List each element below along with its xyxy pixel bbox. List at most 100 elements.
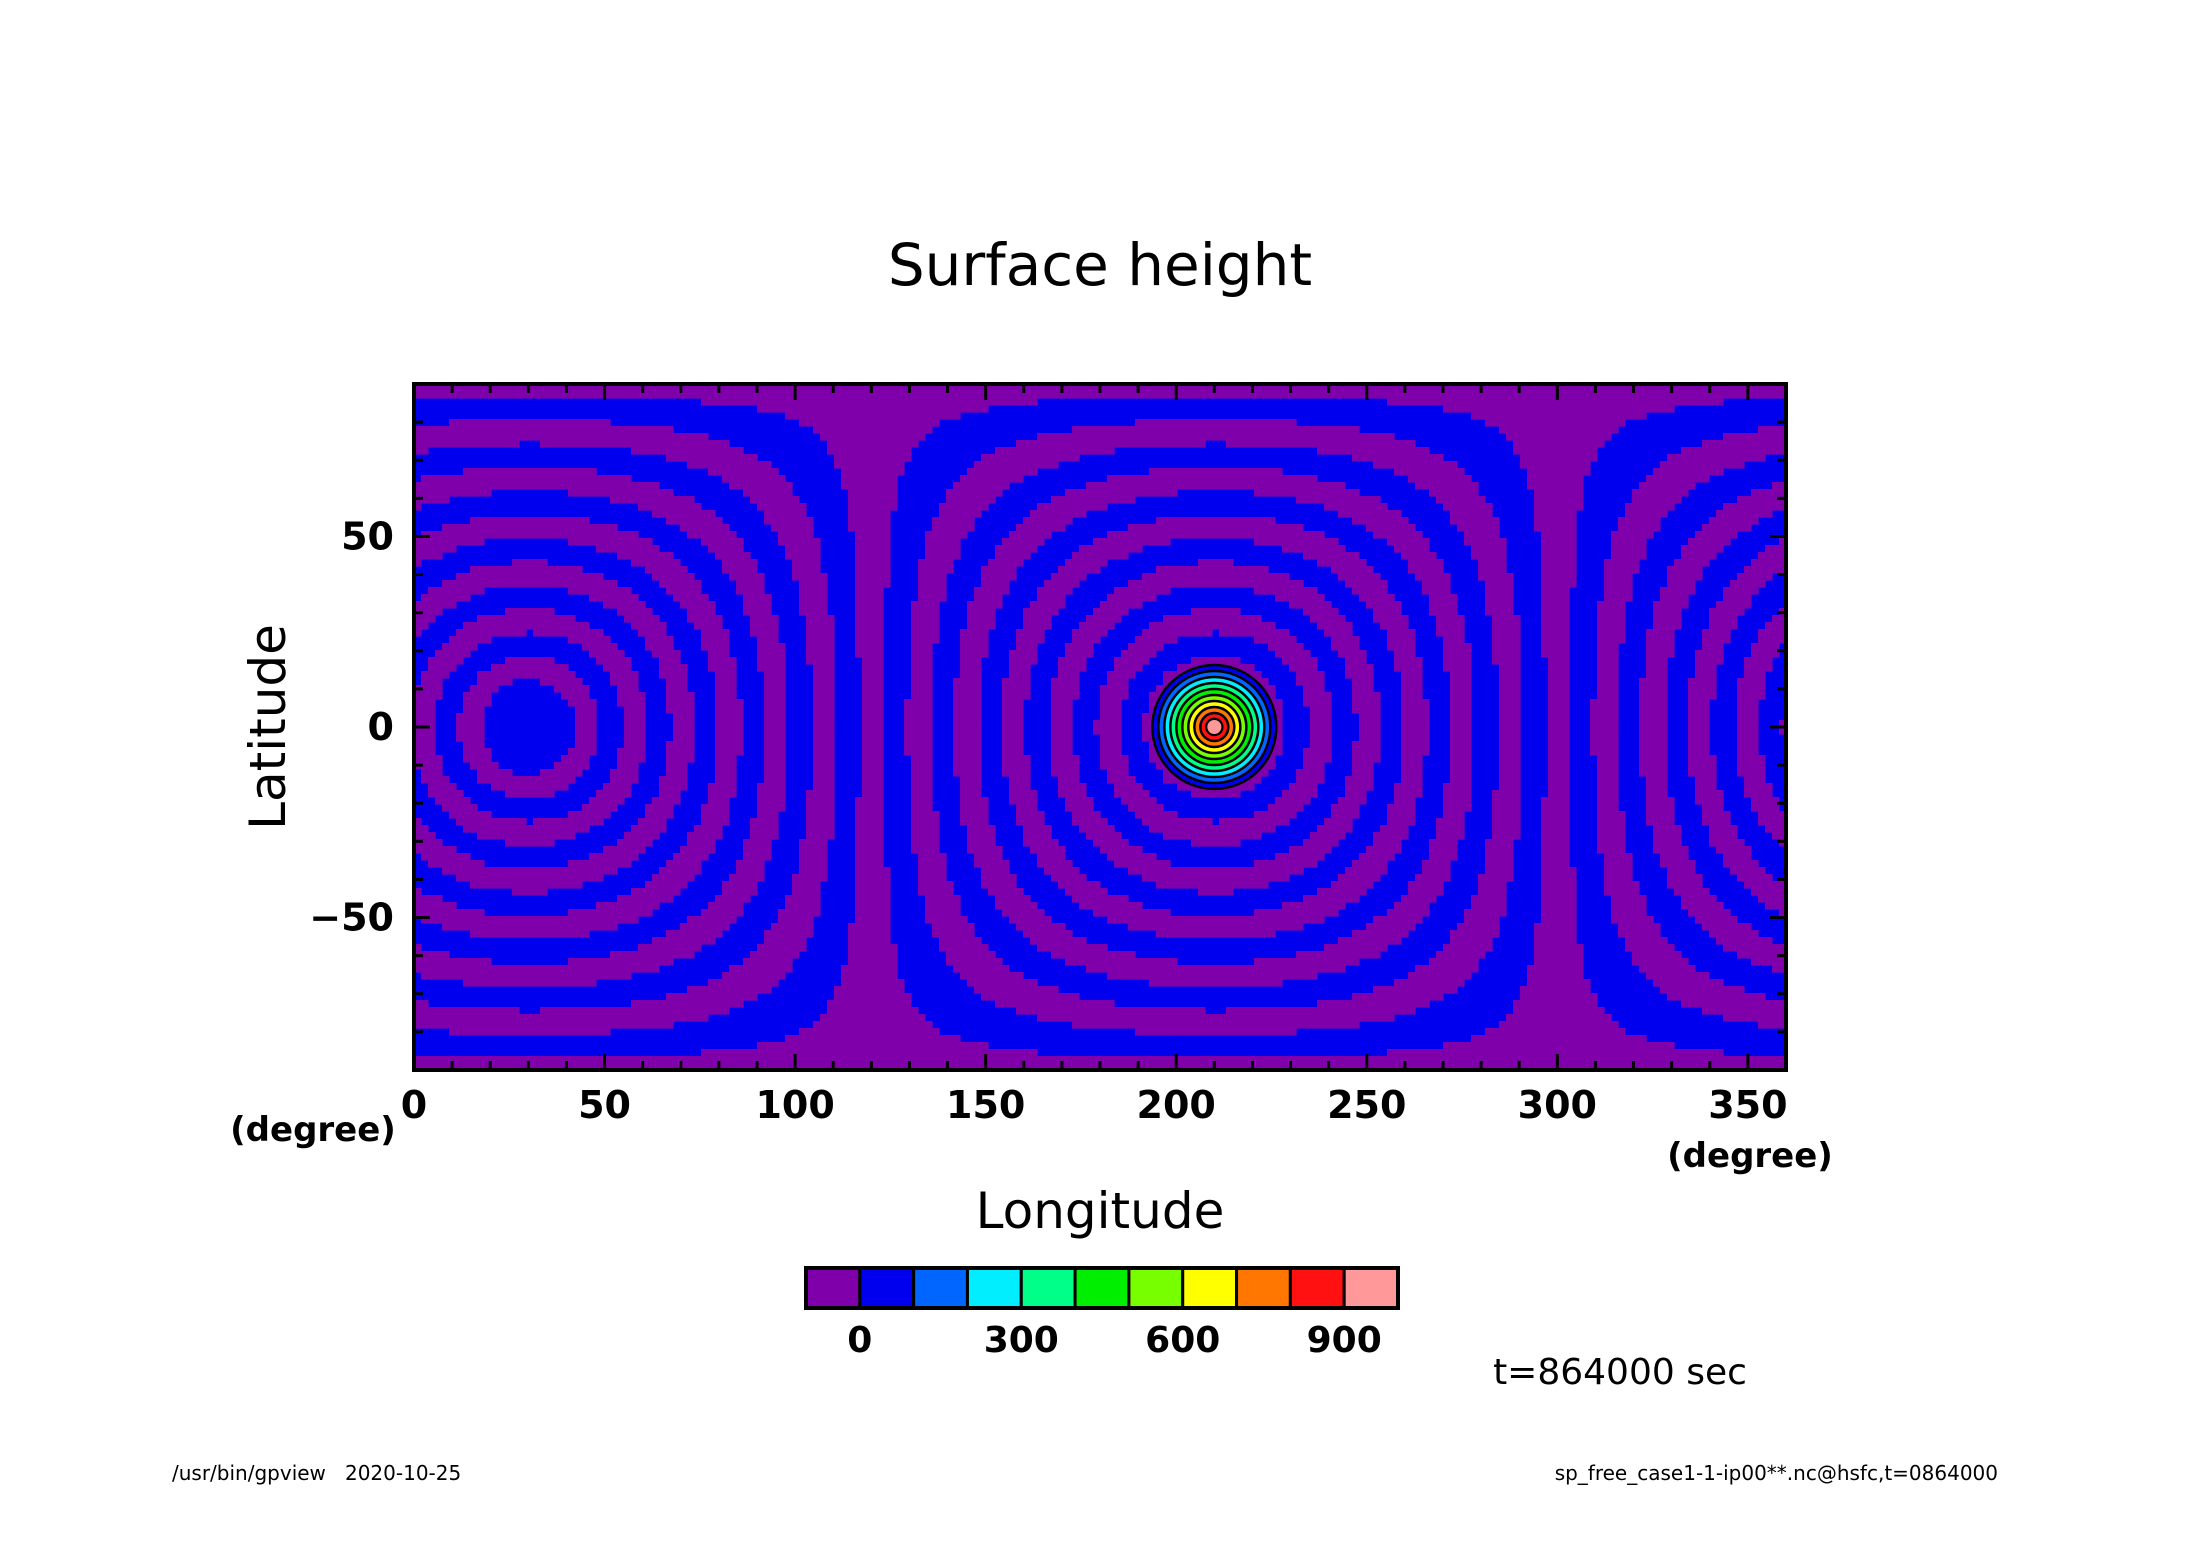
contour-band-cell: [1198, 657, 1206, 665]
contour-band-cell: [911, 419, 919, 427]
contour-band-cell: [1723, 503, 1731, 511]
contour-band-cell: [1779, 552, 1786, 560]
contour-band-cell: [1254, 538, 1262, 546]
contour-band-cell: [1268, 531, 1276, 539]
contour-band-cell: [1331, 636, 1339, 644]
contour-band-cell: [736, 468, 744, 476]
contour-band-cell: [1303, 650, 1311, 658]
contour-band-cell: [729, 713, 737, 721]
contour-band-cell: [883, 398, 891, 406]
contour-band-cell: [1485, 608, 1493, 616]
contour-band-cell: [421, 727, 429, 735]
contour-band-cell: [1100, 559, 1108, 567]
contour-band-cell: [1541, 615, 1549, 623]
contour-band-cell: [1177, 531, 1185, 539]
contour-band-cell: [1625, 545, 1633, 553]
contour-band-cell: [435, 671, 443, 679]
contour-band-cell: [1135, 664, 1143, 672]
contour-band-cell: [1667, 594, 1675, 602]
contour-band-cell: [1639, 685, 1647, 693]
contour-band-cell: [687, 496, 695, 504]
contour-band-cell: [1737, 496, 1745, 504]
contour-band-cell: [498, 531, 506, 539]
contour-band-cell: [694, 594, 702, 602]
contour-band-cell: [925, 657, 933, 665]
contour-band-cell: [1233, 468, 1241, 476]
contour-band-cell: [1401, 447, 1409, 455]
contour-band-cell: [1359, 713, 1367, 721]
contour-band-cell: [561, 384, 569, 392]
contour-band-cell: [1737, 524, 1745, 532]
contour-band-cell: [463, 482, 471, 490]
contour-band-cell: [820, 573, 828, 581]
contour-band-cell: [1226, 440, 1234, 448]
contour-band-cell: [645, 426, 653, 434]
contour-band-cell: [575, 384, 583, 392]
contour-band-cell: [862, 391, 870, 399]
contour-band-cell: [1219, 426, 1227, 434]
contour-band-cell: [806, 531, 814, 539]
contour-band-cell: [1023, 517, 1031, 525]
contour-band-cell: [1401, 461, 1409, 469]
contour-band-cell: [1261, 587, 1269, 595]
contour-band-cell: [806, 538, 814, 546]
contour-band-cell: [813, 727, 821, 735]
contour-band-cell: [1660, 482, 1668, 490]
contour-band-cell: [1191, 524, 1199, 532]
contour-band-cell: [1534, 454, 1542, 462]
contour-band-cell: [1709, 468, 1717, 476]
contour-band-cell: [876, 398, 884, 406]
contour-band-cell: [1030, 545, 1038, 553]
contour-band-cell: [582, 538, 590, 546]
contour-band-cell: [1709, 538, 1717, 546]
contour-band-cell: [1149, 594, 1157, 602]
contour-band-cell: [1548, 440, 1556, 448]
contour-band-cell: [750, 398, 758, 406]
contour-band-cell: [1597, 615, 1605, 623]
contour-band-cell: [484, 426, 492, 434]
contour-band-cell: [876, 510, 884, 518]
contour-band-cell: [1562, 664, 1570, 672]
contour-band-cell: [505, 622, 513, 630]
contour-band-cell: [925, 391, 933, 399]
contour-band-cell: [1492, 559, 1500, 567]
contour-band-cell: [659, 496, 667, 504]
contour-band-cell: [603, 440, 611, 448]
contour-band-cell: [1156, 426, 1164, 434]
contour-band-cell: [1632, 559, 1640, 567]
contour-band-cell: [1366, 720, 1374, 728]
contour-band-cell: [1156, 384, 1164, 392]
contour-band-cell: [820, 650, 828, 658]
contour-band-cell: [1751, 587, 1759, 595]
contour-band-cell: [1282, 643, 1290, 651]
contour-band-cell: [1415, 454, 1423, 462]
contour-band-cell: [1415, 685, 1423, 693]
contour-band-cell: [414, 734, 422, 742]
contour-band-cell: [1233, 615, 1241, 623]
contour-band-cell: [876, 531, 884, 539]
contour-band-cell: [1611, 391, 1619, 399]
contour-band-cell: [1646, 524, 1654, 532]
contour-band-cell: [715, 685, 723, 693]
contour-band-cell: [1569, 573, 1577, 581]
contour-band-cell: [701, 454, 709, 462]
contour-band-cell: [1688, 461, 1696, 469]
contour-band-cell: [1226, 657, 1234, 665]
contour-band-cell: [834, 433, 842, 441]
contour-band-cell: [883, 454, 891, 462]
contour-band-cell: [1331, 552, 1339, 560]
contour-band-cell: [1562, 419, 1570, 427]
contour-band-cell: [708, 629, 716, 637]
contour-band-cell: [1639, 720, 1647, 728]
contour-band-cell: [1653, 636, 1661, 644]
contour-band-cell: [1436, 496, 1444, 504]
contour-band-cell: [1548, 671, 1556, 679]
contour-band-cell: [1296, 671, 1304, 679]
contour-band-cell: [708, 384, 716, 392]
contour-band-cell: [1702, 713, 1710, 721]
contour-band-cell: [974, 461, 982, 469]
contour-band-cell: [1394, 447, 1402, 455]
contour-band-cell: [449, 426, 457, 434]
contour-band-cell: [547, 426, 555, 434]
contour-band-cell: [869, 615, 877, 623]
